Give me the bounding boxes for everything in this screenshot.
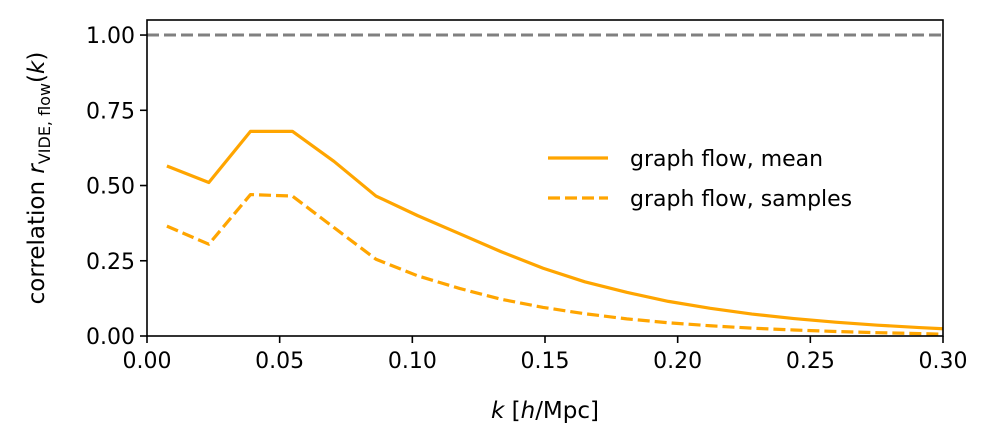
x-tick-label: 0.05 <box>255 349 304 374</box>
series-layer <box>166 129 944 336</box>
x-tick-label: 0.30 <box>919 349 968 374</box>
x-tick-label: 0.10 <box>388 349 437 374</box>
plot-frame <box>146 19 944 337</box>
y-axis-label: correlation rVIDE, flow(k) <box>24 52 54 305</box>
x-axis-label: k [h/Mpc] <box>491 398 599 424</box>
series-line-samples <box>166 192 944 336</box>
y-tick-label: 0.50 <box>86 175 135 200</box>
y-tick-label: 0.00 <box>86 325 135 350</box>
y-tick-label: 0.75 <box>86 99 135 124</box>
x-tick-label: 0.15 <box>521 349 570 374</box>
legend: graph flow, mean graph flow, samples <box>548 147 852 212</box>
y-tick-label: 0.25 <box>86 250 135 275</box>
legend-label-samples: graph flow, samples <box>630 187 852 212</box>
x-ticks: 0.00 0.05 0.10 0.15 0.20 0.25 0.30 <box>123 336 968 374</box>
y-ticks: 0.00 0.25 0.50 0.75 1.00 <box>86 24 147 350</box>
x-tick-label: 0.00 <box>123 349 172 374</box>
x-tick-label: 0.25 <box>786 349 835 374</box>
legend-label-mean: graph flow, mean <box>630 147 823 172</box>
x-tick-label: 0.20 <box>653 349 702 374</box>
y-tick-label: 1.00 <box>86 24 135 49</box>
series-line-mean <box>166 129 944 331</box>
